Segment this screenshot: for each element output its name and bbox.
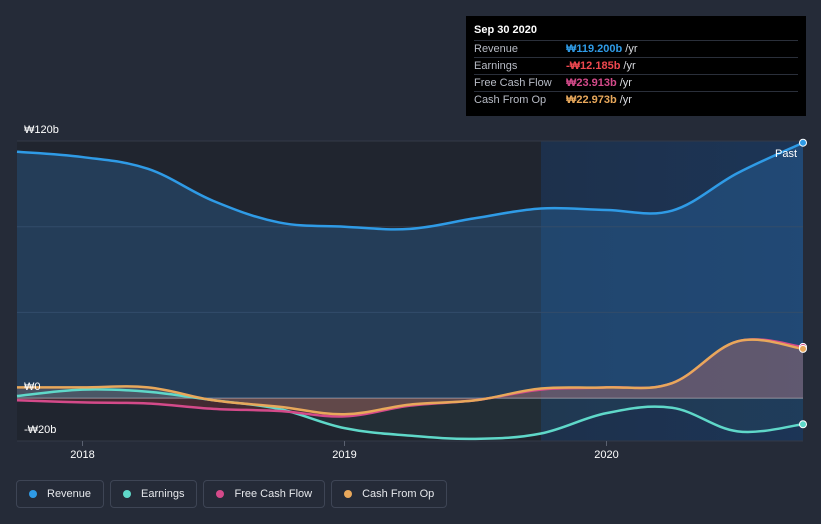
series-area-free-cash-flow (17, 339, 803, 417)
tooltip-row-earnings: Earnings -₩12.185b /yr (474, 58, 798, 75)
legend: Revenue Earnings Free Cash Flow Cash Fro… (16, 480, 448, 508)
legend-item-cash-from-op[interactable]: Cash From Op (331, 480, 448, 508)
tooltip-unit: /yr (623, 60, 636, 72)
tooltip-row-free-cash-flow: Free Cash Flow ₩23.913b /yr (474, 75, 798, 92)
series-line-earnings (16, 388, 804, 441)
legend-dot-icon (29, 490, 37, 498)
tooltip-value: -₩12.185b (566, 60, 621, 72)
gridlines (17, 140, 803, 442)
y-tick-label-top: ₩120b (24, 124, 59, 136)
series-lines (16, 141, 804, 441)
y-tick-label-bottom: -₩20b (24, 424, 56, 436)
past-region-highlight (541, 141, 803, 441)
legend-label: Earnings (141, 488, 185, 500)
legend-dot-icon (216, 490, 225, 498)
tooltip-unit: /yr (625, 43, 638, 55)
tooltip-date: Sep 30 2020 (474, 24, 798, 41)
series-endpoint-cash-from-op (799, 344, 807, 353)
series-endpoint-earnings (799, 420, 807, 429)
legend-item-free-cash-flow[interactable]: Free Cash Flow (203, 480, 326, 508)
past-label: Past (775, 148, 797, 160)
x-tick-label: 2018 (70, 449, 94, 461)
legend-dot-icon (123, 490, 132, 498)
tooltip-row-cash-from-op: Cash From Op ₩22.973b /yr (474, 92, 798, 108)
series-area-earnings (17, 389, 803, 439)
axis-labels: ₩120b ₩0 -₩20b Past 2018 2019 2020 (24, 124, 797, 461)
y-tick-label-zero: ₩0 (24, 381, 41, 393)
tooltip-row-revenue: Revenue ₩119.200b /yr (474, 41, 798, 58)
x-tick-label: 2019 (332, 449, 356, 461)
series-line-revenue (16, 141, 804, 231)
tooltip: Sep 30 2020 Revenue ₩119.200b /yr Earnin… (466, 16, 806, 116)
series-areas (17, 142, 803, 439)
legend-item-revenue[interactable]: Revenue (16, 480, 105, 508)
tooltip-value: ₩22.973b (566, 94, 617, 106)
series-area-revenue (17, 142, 803, 399)
tooltip-value: ₩119.200b (566, 43, 623, 55)
tooltip-label: Earnings (474, 60, 518, 72)
legend-label: Revenue (47, 488, 92, 500)
x-tick-label: 2020 (594, 449, 618, 461)
legend-item-earnings[interactable]: Earnings (110, 480, 198, 508)
tooltip-unit: /yr (619, 77, 632, 89)
legend-label: Free Cash Flow (234, 488, 313, 500)
legend-label: Cash From Op (362, 488, 435, 500)
series-endpoints (799, 138, 807, 429)
legend-dot-icon (344, 490, 353, 498)
series-area-cash-from-op (17, 339, 803, 415)
tooltip-unit: /yr (619, 94, 632, 106)
tooltip-label: Revenue (474, 43, 519, 55)
tooltip-label: Free Cash Flow (474, 77, 552, 89)
tooltip-label: Cash From Op (474, 94, 547, 106)
tooltip-value: ₩23.913b (566, 77, 617, 89)
series-endpoint-revenue (799, 138, 807, 147)
series-line-cash-from-op (17, 338, 804, 416)
